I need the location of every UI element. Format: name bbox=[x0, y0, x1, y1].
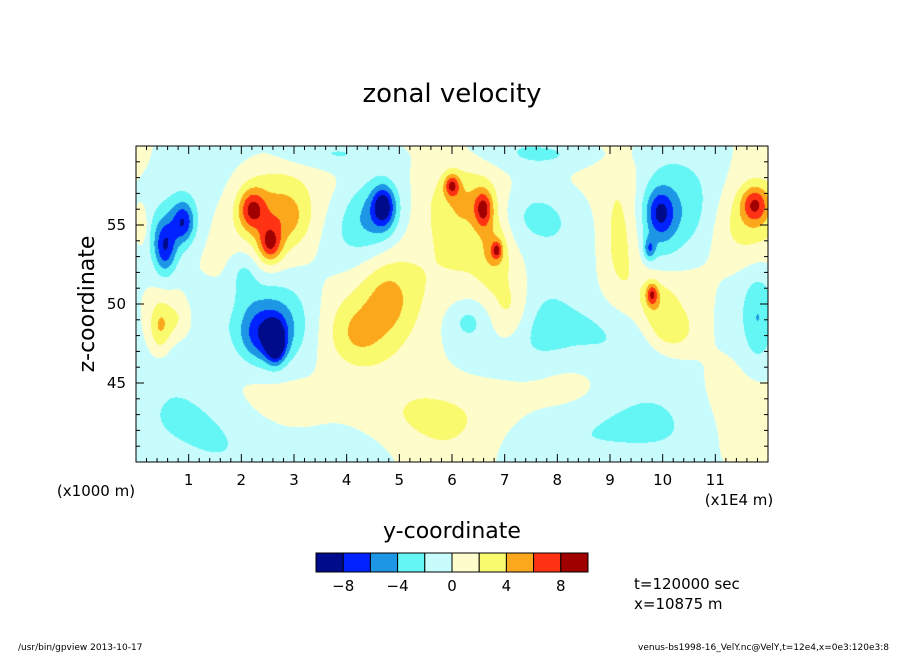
colorbar-swatch bbox=[424, 552, 453, 573]
x-axis-label: y-coordinate bbox=[383, 519, 521, 544]
x-tick-label: 7 bbox=[500, 471, 510, 489]
colorbar-swatch bbox=[451, 552, 480, 573]
colorbar-swatch bbox=[315, 552, 344, 573]
y-tick-label: 50 bbox=[107, 295, 126, 313]
colorbar: −8 −4 0 4 8 bbox=[315, 552, 589, 595]
time-annotation: t=120000 sec bbox=[634, 575, 740, 593]
colorbar-swatch bbox=[560, 552, 589, 573]
footer-left: /usr/bin/gpview 2013-10-17 bbox=[18, 643, 142, 653]
chart-title: zonal velocity bbox=[362, 79, 541, 109]
colorbar-tick-label: −8 bbox=[332, 577, 354, 595]
x-tick-label: 11 bbox=[706, 471, 725, 489]
x-tick-label: 10 bbox=[653, 471, 672, 489]
x-tick-label: 6 bbox=[447, 471, 457, 489]
y-tick-label: 55 bbox=[107, 216, 126, 234]
colorbar-swatch bbox=[505, 552, 535, 573]
colorbar-swatch bbox=[478, 552, 507, 573]
colorbar-swatch bbox=[397, 552, 426, 573]
x-tick-label: 9 bbox=[605, 471, 615, 489]
colorbar-tick-label: 8 bbox=[556, 577, 566, 595]
x-tick-label: 3 bbox=[289, 471, 299, 489]
colorbar-tick-label: 0 bbox=[447, 577, 457, 595]
colorbar-swatch bbox=[369, 552, 399, 573]
y-axis-label: z-coordinate bbox=[75, 236, 100, 373]
colorbar-tick-label: −4 bbox=[387, 577, 409, 595]
footer-right: venus-bs1998-16_VelY.nc@VelY,t=12e4,x=0e… bbox=[638, 643, 889, 653]
heatmap-plot-area bbox=[135, 145, 769, 463]
y-tick-label: 45 bbox=[107, 374, 126, 392]
y-axis: 45 50 55 bbox=[107, 145, 768, 463]
colorbar-swatch bbox=[533, 552, 562, 573]
x-tick-label: 5 bbox=[395, 471, 405, 489]
x-tick-label: 1 bbox=[184, 471, 194, 489]
heatmap-field bbox=[136, 146, 768, 462]
x-unit-label: (x1E4 m) bbox=[705, 491, 774, 509]
x-axis: 1 2 3 4 5 6 7 8 9 10 11 bbox=[135, 146, 769, 489]
y-unit-label: (x1000 m) bbox=[57, 482, 135, 500]
colorbar-tick-label: 4 bbox=[502, 577, 512, 595]
x-tick-label: 4 bbox=[342, 471, 352, 489]
x-tick-label: 8 bbox=[553, 471, 563, 489]
colorbar-swatch bbox=[342, 552, 371, 573]
x-tick-label: 2 bbox=[237, 471, 247, 489]
position-annotation: x=10875 m bbox=[634, 595, 723, 613]
